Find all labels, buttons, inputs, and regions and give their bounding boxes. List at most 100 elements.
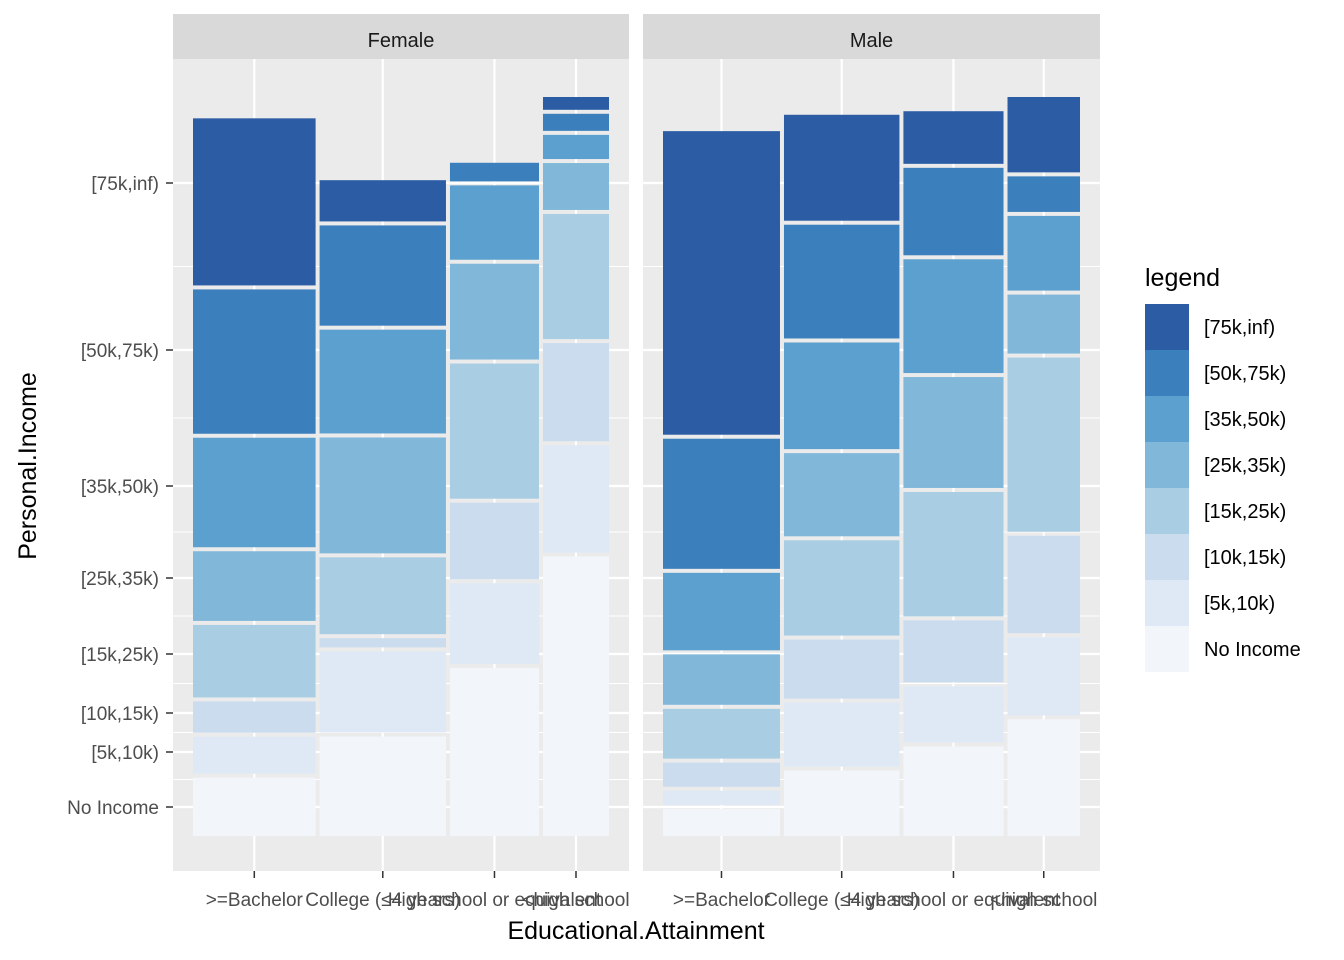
y-tick-label: [25k,35k) — [81, 569, 159, 590]
tile-male-1-3 — [783, 540, 900, 636]
tile-female-0-5 — [193, 437, 316, 548]
x-tick-label: >=Bachelor — [673, 890, 771, 911]
x-tick-label: College (≤4 years) — [305, 890, 460, 911]
legend-key — [1145, 396, 1189, 442]
tile-female-1-1 — [319, 651, 446, 733]
tile-female-0-7 — [193, 118, 316, 286]
x-tick-label: High school or equivalent — [847, 890, 1061, 911]
x-tick-label: College (≤4 years) — [764, 890, 919, 911]
legend-label: [15k,25k) — [1204, 501, 1286, 523]
legend-label: [50k,75k) — [1204, 363, 1286, 385]
y-tick-label: No Income — [67, 798, 159, 819]
tile-male-0-3 — [663, 708, 780, 759]
tile-female-0-3 — [193, 624, 316, 698]
tile-male-3-5 — [1007, 215, 1080, 291]
y-axis-title: Personal.Income — [14, 372, 42, 560]
tile-male-3-3 — [1007, 357, 1080, 532]
tile-male-0-7 — [663, 131, 780, 435]
y-tick-label: [10k,15k) — [81, 704, 159, 725]
tile-female-1-6 — [319, 225, 446, 326]
tile-male-1-5 — [783, 342, 900, 450]
tile-female-1-0 — [319, 736, 446, 836]
tile-female-0-4 — [193, 551, 316, 621]
tile-female-0-1 — [193, 736, 316, 774]
tile-male-1-2 — [783, 639, 900, 699]
legend-title: legend — [1145, 264, 1220, 292]
tile-male-2-1 — [903, 686, 1004, 743]
tile-female-3-5 — [542, 134, 609, 160]
tile-female-3-0 — [542, 556, 609, 836]
tile-female-3-4 — [542, 163, 609, 210]
x-axis-title: Educational.Attainment — [507, 917, 764, 945]
tile-female-2-1 — [449, 583, 539, 664]
tile-female-3-6 — [542, 113, 609, 131]
legend-label: [10k,15k) — [1204, 547, 1286, 569]
tile-female-1-4 — [319, 437, 446, 554]
tile-male-3-7 — [1007, 97, 1080, 173]
tile-female-2-4 — [449, 263, 539, 360]
tile-male-3-6 — [1007, 176, 1080, 212]
tile-female-2-3 — [449, 363, 539, 499]
tile-male-3-4 — [1007, 294, 1080, 354]
tile-male-2-2 — [903, 620, 1004, 683]
tile-male-2-6 — [903, 167, 1004, 256]
legend-key — [1145, 350, 1189, 396]
tile-male-3-2 — [1007, 535, 1080, 634]
tile-female-0-0 — [193, 777, 316, 836]
y-tick-label: [15k,25k) — [81, 645, 159, 666]
tile-male-1-0 — [783, 770, 900, 836]
tile-male-0-2 — [663, 762, 780, 787]
tile-male-0-5 — [663, 572, 780, 651]
legend-label: No Income — [1204, 639, 1301, 661]
y-tick-label: [75k,inf) — [91, 174, 159, 195]
facet-label-female: Female — [368, 30, 435, 52]
legend-label: [25k,35k) — [1204, 455, 1286, 477]
y-tick-label: [5k,10k) — [91, 743, 159, 764]
tile-male-2-0 — [903, 746, 1004, 836]
tile-female-2-6 — [449, 162, 539, 182]
legend-key — [1145, 580, 1189, 626]
x-tick-label: High school or equivalent — [388, 890, 602, 911]
tile-male-2-4 — [903, 377, 1004, 488]
tile-female-1-5 — [319, 329, 446, 434]
tile-female-2-0 — [449, 667, 539, 836]
tile-male-2-3 — [903, 491, 1004, 617]
legend-key — [1145, 304, 1189, 350]
tile-female-2-5 — [449, 185, 539, 260]
tile-female-0-6 — [193, 289, 316, 434]
tile-male-1-4 — [783, 453, 900, 537]
tile-female-3-2 — [542, 343, 609, 442]
facet-strip-female — [173, 14, 629, 59]
legend-label: [35k,50k) — [1204, 409, 1286, 431]
x-tick-label: >=Bachelor — [206, 890, 304, 911]
y-tick-label: [50k,75k) — [81, 341, 159, 362]
tile-female-0-2 — [193, 701, 316, 733]
tile-male-3-1 — [1007, 637, 1080, 716]
tile-female-3-3 — [542, 213, 609, 340]
tile-female-3-1 — [542, 445, 609, 553]
tile-male-0-6 — [663, 438, 780, 569]
tile-female-1-2 — [319, 638, 446, 648]
tile-male-1-6 — [783, 224, 900, 339]
x-tick-label: <high school — [522, 890, 629, 911]
legend-label: [5k,10k) — [1204, 593, 1275, 615]
y-tick-label: [35k,50k) — [81, 477, 159, 498]
tile-female-1-7 — [319, 180, 446, 222]
tile-male-0-1 — [663, 790, 780, 805]
tile-male-2-7 — [903, 111, 1004, 164]
legend-key — [1145, 442, 1189, 488]
tile-male-2-5 — [903, 259, 1004, 374]
facet-label-male: Male — [850, 30, 893, 52]
facet-strip-male — [643, 14, 1100, 59]
tile-male-1-1 — [783, 702, 900, 767]
tile-female-2-2 — [449, 502, 539, 580]
legend-label: [75k,inf) — [1204, 317, 1275, 339]
x-tick-label: <high school — [990, 890, 1097, 911]
tile-male-0-0 — [663, 808, 780, 836]
legend-key — [1145, 488, 1189, 534]
tile-male-3-0 — [1007, 719, 1080, 836]
tile-male-0-4 — [663, 654, 780, 705]
legend-key — [1145, 534, 1189, 580]
tile-male-1-7 — [783, 114, 900, 221]
